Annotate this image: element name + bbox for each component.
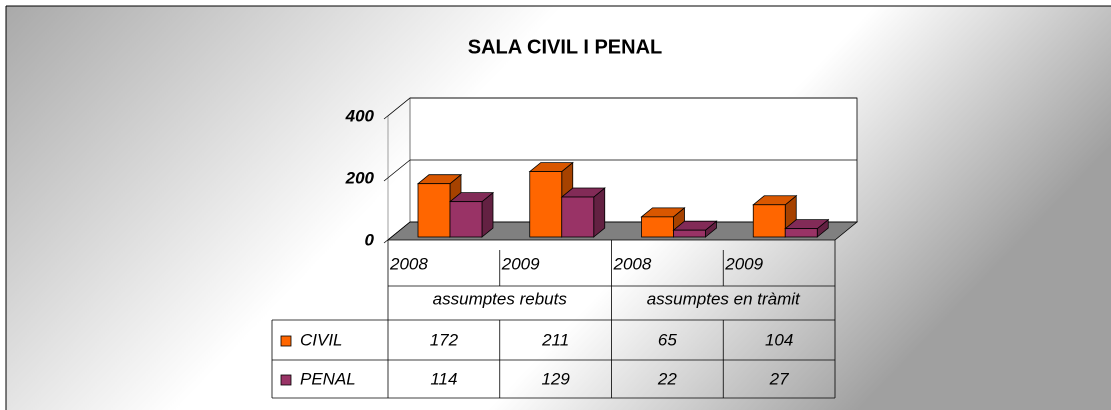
chart-title: SALA CIVIL I PENAL	[468, 36, 662, 58]
bar	[561, 196, 595, 238]
x-tick-label: 2008	[613, 254, 652, 273]
bar	[752, 204, 786, 238]
plot: 0 200 400 2008 172 114 2009 211 129 2008 65 22 2009 1…	[271, 97, 859, 399]
table-value: 27	[769, 369, 789, 388]
x-group-label: assumptes en tràmit	[647, 289, 801, 308]
y-tick	[383, 97, 411, 120]
bar	[529, 171, 563, 238]
x-tick-label: 2008	[389, 254, 428, 273]
table-value: 211	[541, 330, 569, 349]
bar	[784, 228, 818, 238]
table-value: 172	[430, 330, 459, 349]
bar	[641, 216, 674, 238]
bar	[449, 201, 483, 238]
bar	[417, 183, 451, 238]
y-tick-label: 200	[345, 168, 375, 187]
y-tick-label: 0	[365, 230, 375, 249]
table-value: 114	[430, 369, 457, 388]
table-value: 104	[765, 330, 793, 349]
y-tick-label: 400	[345, 106, 375, 125]
y-tick	[383, 159, 411, 182]
bar	[673, 229, 706, 238]
legend-swatch	[280, 335, 292, 347]
legend-label: CIVIL	[300, 330, 343, 349]
x-tick-label: 2009	[501, 254, 540, 273]
legend-swatch	[280, 374, 292, 386]
table-value: 129	[541, 369, 570, 388]
table-value: 22	[657, 369, 677, 388]
y-tick	[383, 221, 411, 244]
legend-label: PENAL	[300, 369, 356, 388]
x-group-label: assumptes rebuts	[433, 289, 568, 308]
x-tick-label: 2009	[724, 254, 763, 273]
table-value: 65	[658, 330, 677, 349]
